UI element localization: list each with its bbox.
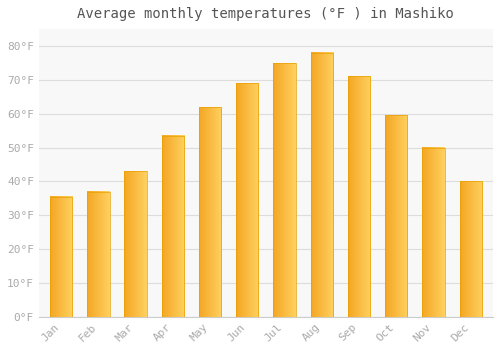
Bar <box>348 76 370 317</box>
Bar <box>274 63 295 317</box>
Title: Average monthly temperatures (°F ) in Mashiko: Average monthly temperatures (°F ) in Ma… <box>78 7 454 21</box>
Bar <box>310 53 333 317</box>
Bar <box>236 83 258 317</box>
Bar <box>460 181 482 317</box>
Bar <box>162 136 184 317</box>
Bar <box>385 116 407 317</box>
Bar <box>422 148 444 317</box>
Bar <box>124 171 147 317</box>
Bar <box>199 107 222 317</box>
Bar <box>50 197 72 317</box>
Bar <box>87 191 110 317</box>
